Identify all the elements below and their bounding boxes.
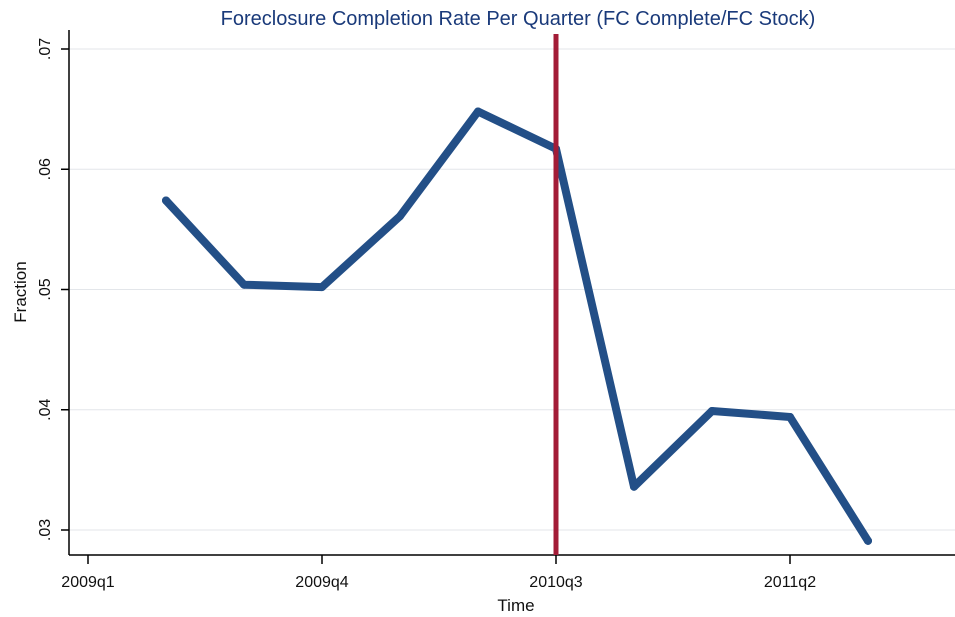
data-point [396, 212, 404, 221]
data-point [630, 482, 638, 491]
data-point [786, 412, 794, 421]
series-line [162, 107, 872, 545]
y-tick-label: .05 [37, 278, 54, 300]
data-point [240, 280, 248, 289]
data-point [474, 107, 482, 116]
data-point [318, 283, 326, 292]
data-point [864, 536, 872, 545]
gridlines [69, 48, 955, 531]
y-axis-ticks: .03 .04 .05 .06 .07 [37, 38, 69, 541]
data-point [162, 196, 170, 205]
y-tick-label: .06 [37, 158, 54, 180]
x-axis-label: Time [497, 596, 534, 615]
x-tick-label: 2010q3 [529, 574, 582, 591]
y-tick-label: .03 [37, 519, 54, 541]
y-axis-label: Fraction [11, 261, 30, 322]
x-tick-label: 2009q4 [295, 574, 348, 591]
x-tick-label: 2009q1 [61, 574, 114, 591]
y-tick-label: .04 [37, 399, 54, 421]
chart-title: Foreclosure Completion Rate Per Quarter … [221, 8, 816, 30]
x-axis-ticks: 2009q1 2009q4 2010q3 2011q2 [61, 555, 816, 591]
y-tick-label: .07 [37, 38, 54, 60]
data-point [708, 406, 716, 415]
x-tick-label: 2011q2 [764, 574, 816, 591]
